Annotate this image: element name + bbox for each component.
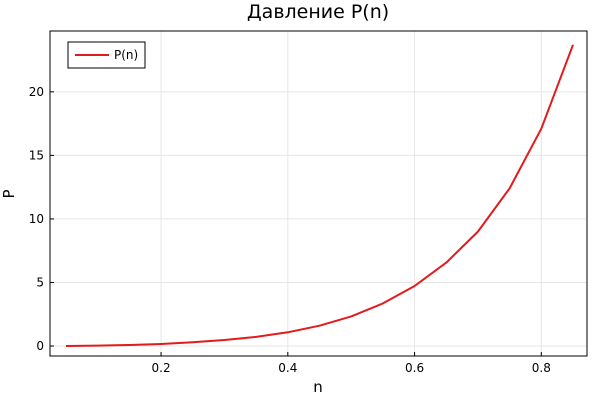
x-ticks: 0.2 0.4 0.6 0.8 xyxy=(152,352,551,375)
chart-title: Давление P(n) xyxy=(247,1,389,23)
grid xyxy=(50,31,587,356)
y-axis-label: P xyxy=(0,189,18,198)
x-tick-label: 0.6 xyxy=(405,361,424,375)
legend-label: P(n) xyxy=(114,48,138,62)
series-layer xyxy=(65,44,574,347)
x-tick-label: 0.8 xyxy=(532,361,551,375)
y-tick-label: 0 xyxy=(36,339,44,353)
x-tick-label: 0.2 xyxy=(152,361,171,375)
x-tick-label: 0.4 xyxy=(278,361,297,375)
y-tick-label: 20 xyxy=(29,85,44,99)
y-ticks: 0 5 10 15 20 xyxy=(29,85,54,353)
plot-frame xyxy=(49,30,588,357)
y-tick-label: 15 xyxy=(29,148,44,162)
y-tick-label: 10 xyxy=(29,212,44,226)
y-tick-label: 5 xyxy=(36,275,44,289)
series-line xyxy=(65,44,574,347)
legend: P(n) xyxy=(67,41,146,69)
x-axis-label: n xyxy=(313,378,323,396)
